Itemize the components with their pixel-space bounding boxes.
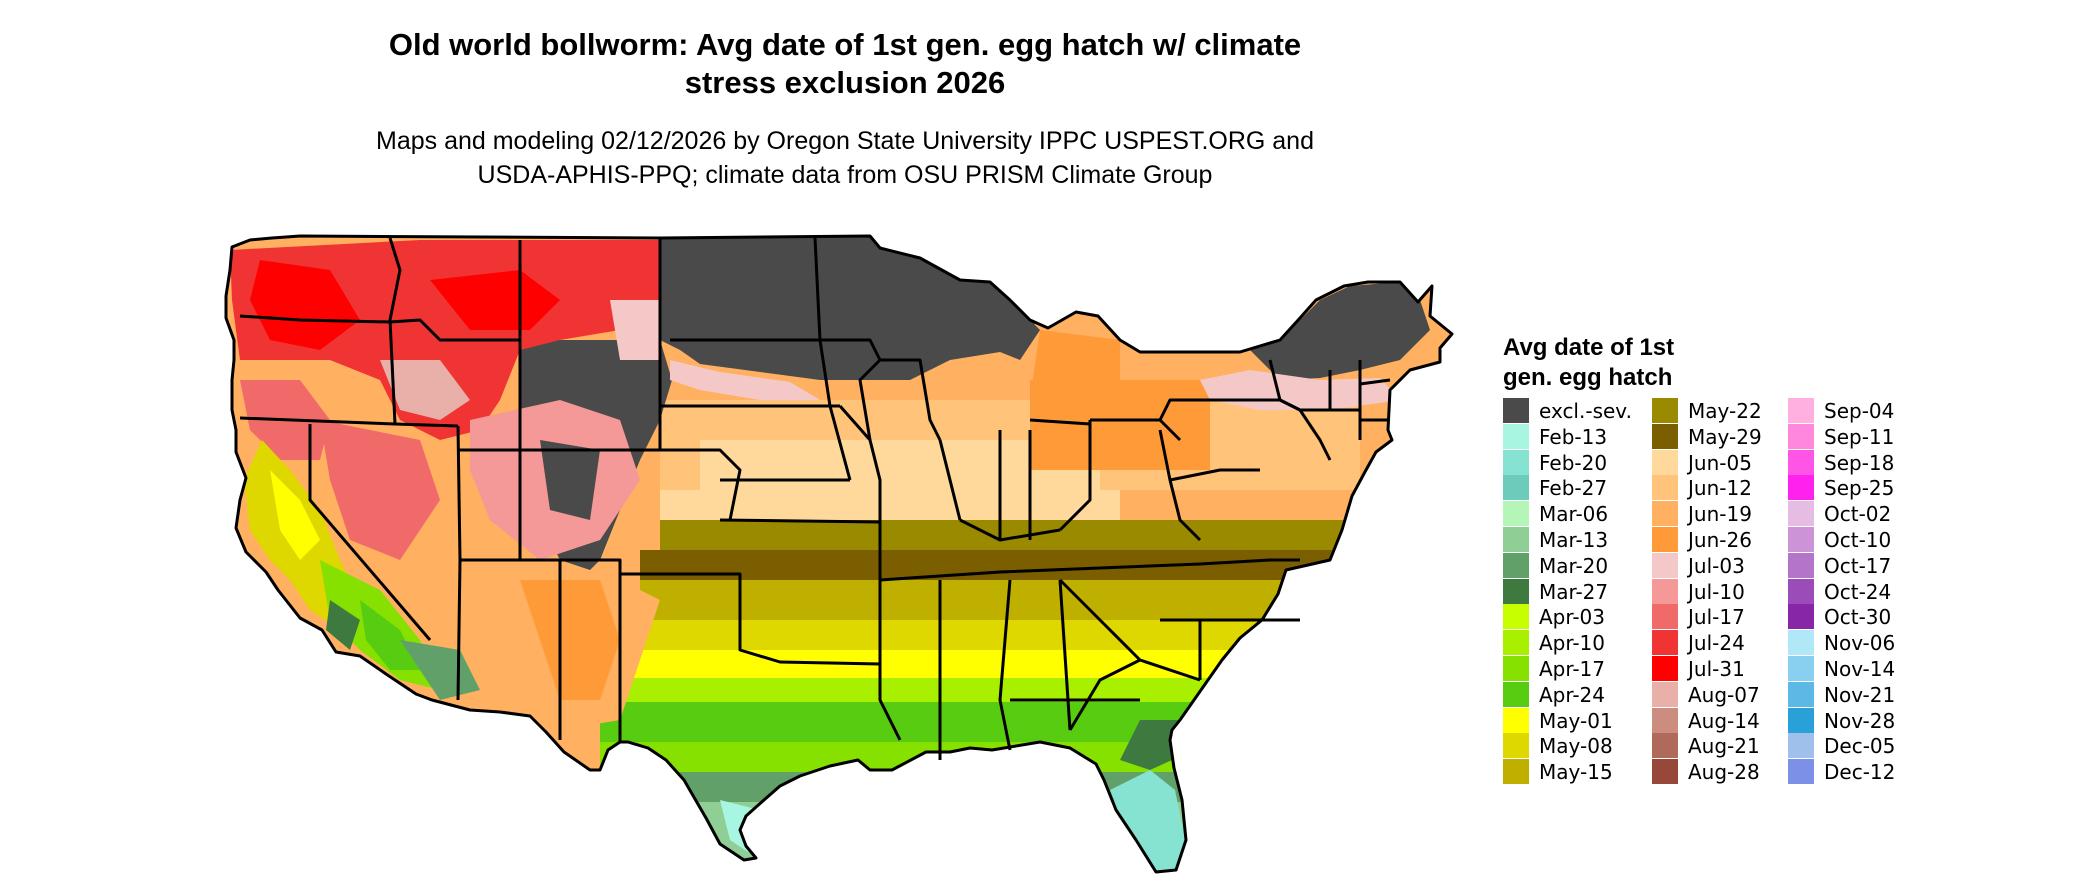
legend-title: Avg date of 1st gen. egg hatch xyxy=(1503,334,1675,391)
map-title: Old world bollworm: Avg date of 1st gen.… xyxy=(388,27,1302,100)
map-subtitle: Maps and modeling 02/12/2026 by Oregon S… xyxy=(376,127,1314,189)
